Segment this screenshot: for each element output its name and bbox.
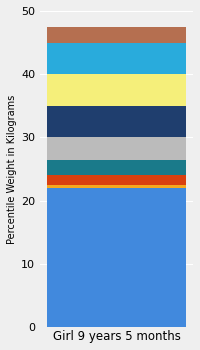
Bar	[47, 160, 186, 175]
Bar	[47, 27, 186, 43]
Bar	[47, 175, 186, 185]
Bar	[47, 74, 186, 106]
Bar	[47, 188, 186, 327]
Bar	[47, 106, 186, 138]
Bar	[47, 185, 186, 188]
Bar	[47, 138, 186, 160]
Y-axis label: Percentile Weight in Kilograms: Percentile Weight in Kilograms	[7, 94, 17, 244]
Bar	[47, 43, 186, 74]
